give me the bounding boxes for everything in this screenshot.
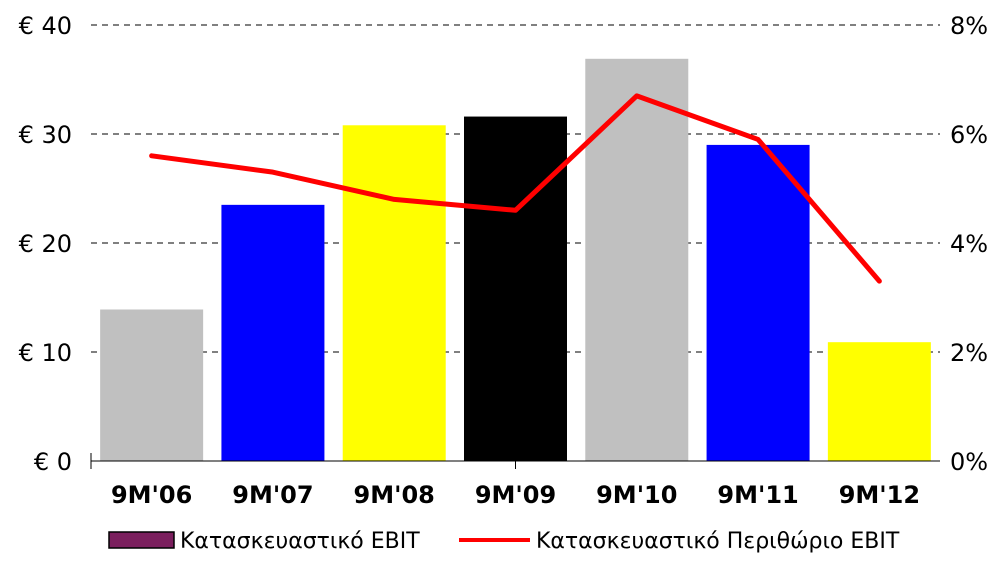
y-right-tick-label: 8%	[950, 12, 988, 40]
y-right-tick-label: 0%	[950, 448, 988, 476]
y-right-tick-label: 2%	[950, 339, 988, 367]
y-left-tick-label: € 10	[19, 339, 72, 367]
x-tick-label: 9M'09	[475, 481, 556, 509]
y-left-tick-label: € 40	[19, 12, 72, 40]
line-series	[149, 93, 882, 284]
bar-9m12	[827, 342, 931, 461]
x-ticks: 9M'06 9M'07 9M'08 9M'09 9M'10 9M'11 9M'12	[111, 481, 920, 509]
x-tick-label: 9M'12	[839, 481, 920, 509]
y-right-tick-label: 4%	[950, 230, 988, 258]
ebit-margin-line	[149, 93, 882, 284]
right-y-ticks: 0% 2% 4% 6% 8%	[950, 12, 988, 476]
y-left-tick-label: € 30	[19, 121, 72, 149]
bar-9m08	[342, 125, 446, 461]
legend: Κατασκευαστικό EBIT Κατασκευαστικό Περιθ…	[108, 529, 900, 554]
bar-series	[100, 58, 931, 461]
axes	[90, 453, 940, 469]
legend-bar-label: Κατασκευαστικό EBIT	[180, 529, 420, 554]
x-tick-label: 9M'10	[596, 481, 677, 509]
y-right-tick-label: 6%	[950, 121, 988, 149]
y-left-tick-label: € 20	[19, 230, 72, 258]
bar-9m06	[100, 309, 204, 461]
x-tick-label: 9M'06	[111, 481, 192, 509]
bar-9m09	[464, 116, 567, 461]
y-left-tick-label: € 0	[34, 448, 72, 476]
bar-9m07	[221, 204, 325, 461]
legend-line-label: Κατασκευαστικό Περιθώριο EBIT	[536, 529, 900, 554]
x-tick-label: 9M'11	[717, 481, 798, 509]
bar-9m10	[585, 58, 689, 461]
legend-bar-swatch	[108, 531, 175, 549]
x-tick-label: 9M'07	[232, 481, 313, 509]
bar-9m11	[706, 144, 810, 461]
left-y-ticks: € 0 € 10 € 20 € 30 € 40	[19, 12, 72, 476]
x-tick-label: 9M'08	[354, 481, 435, 509]
